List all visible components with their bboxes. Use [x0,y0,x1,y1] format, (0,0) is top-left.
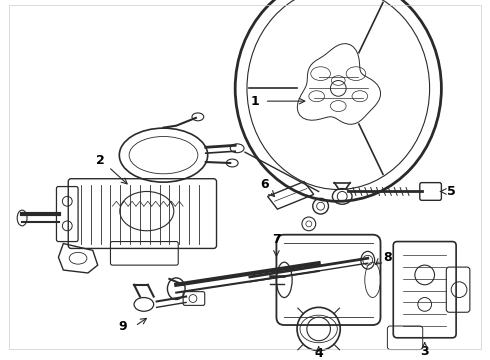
Text: 7: 7 [272,233,281,246]
Text: 8: 8 [383,251,392,264]
Text: 9: 9 [118,320,126,333]
Text: 2: 2 [96,154,105,167]
Text: 3: 3 [420,345,429,358]
Text: 1: 1 [250,95,259,108]
Text: 6: 6 [260,178,269,191]
Text: 4: 4 [314,347,323,360]
Text: 5: 5 [447,185,456,198]
